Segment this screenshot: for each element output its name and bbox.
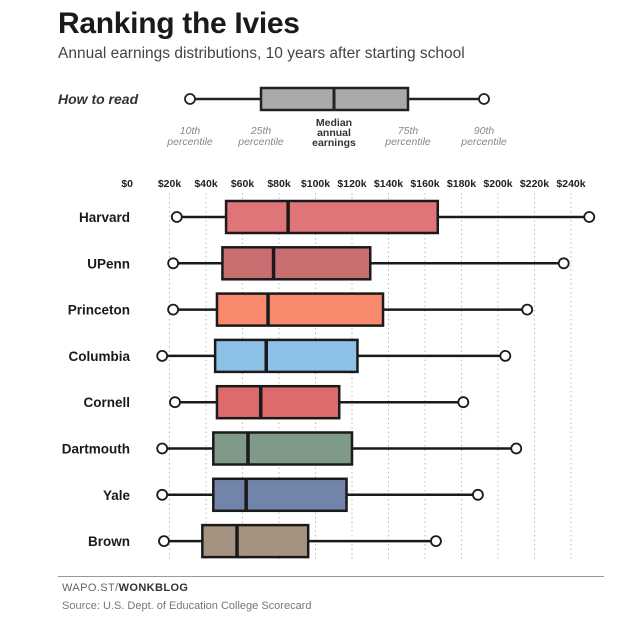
p90-marker: [557, 257, 570, 270]
p90-marker: [430, 535, 442, 547]
x-tick-label: $100k: [301, 178, 330, 190]
legend-p90-label-2: percentile: [460, 136, 507, 148]
p10-marker: [167, 303, 180, 316]
footer-source: Source: U.S. Dept. of Education College …: [62, 600, 312, 612]
p90-marker: [457, 396, 470, 409]
iqr-box: [212, 477, 348, 513]
x-tick-label: $120k: [337, 178, 366, 190]
school-row: Dartmouth: [62, 431, 523, 466]
p10-marker: [156, 349, 169, 362]
x-tick-label: $180k: [447, 178, 476, 190]
credit-bold: WONKBLOG: [118, 582, 189, 594]
chart-title: Ranking the Ivies: [58, 7, 300, 40]
school-row: Columbia: [68, 338, 512, 374]
p10-marker: [167, 257, 180, 270]
x-tick-label: $140k: [374, 178, 403, 190]
school-label: Cornell: [83, 395, 130, 410]
legend-heading: How to read: [58, 91, 139, 107]
legend-median-label-2: annual: [317, 127, 351, 139]
p90-marker: [472, 488, 484, 501]
legend-p10-label: 10th: [180, 125, 201, 137]
school-row: Princeton: [68, 292, 534, 327]
x-axis-ticks: $0 $20k $40k $60k $80k $100k $120k $140k $160k $1…: [121, 178, 585, 190]
x-tick-label: $40k: [194, 178, 218, 190]
x-tick-label: $0: [121, 178, 133, 190]
iqr-box: [221, 246, 372, 281]
credit-prefix: WAPO.ST/: [62, 582, 119, 594]
iqr-box: [215, 292, 385, 327]
x-tick-label: $160k: [410, 178, 439, 190]
p10-marker: [170, 211, 183, 223]
x-tick-label: $60k: [231, 178, 255, 190]
x-tick-label: $200k: [483, 178, 512, 190]
school-label: Harvard: [79, 210, 130, 225]
x-tick-label: $20k: [158, 178, 182, 190]
p90-marker: [510, 442, 523, 455]
p10-marker: [158, 535, 170, 547]
iqr-box: [213, 338, 359, 374]
school-label: Dartmouth: [62, 442, 130, 457]
iqr-box: [212, 431, 354, 466]
iqr-box: [224, 199, 440, 235]
legend-p25-label: 25th: [250, 125, 272, 137]
legend-median-label-3: earnings: [312, 137, 356, 149]
school-label: Columbia: [68, 349, 130, 364]
school-row: Harvard: [79, 199, 596, 235]
x-tick-label: $80k: [267, 178, 291, 190]
x-tick-label: $220k: [520, 178, 549, 190]
school-label: Yale: [103, 488, 131, 503]
p90-marker: [583, 211, 596, 223]
legend-p90-marker: [478, 93, 490, 105]
school-row: UPenn: [87, 246, 570, 281]
iqr-box: [215, 384, 341, 420]
school-label: Princeton: [68, 303, 130, 318]
legend-p75-label: 75th: [398, 125, 419, 137]
p10-marker: [156, 488, 169, 501]
legend-p75-label-2: percentile: [384, 136, 431, 148]
school-row: Brown: [88, 523, 442, 559]
legend-p10-marker: [184, 93, 196, 105]
school-label: Brown: [88, 534, 130, 549]
footer-credit[interactable]: WAPO.ST/WONKBLOG: [62, 582, 188, 594]
legend-median-label: Median: [316, 117, 352, 129]
school-rows: Harvard UPenn Princeton Columbia Cornell Dart…: [62, 199, 596, 559]
legend-p90-label: 90th: [474, 125, 495, 137]
legend-p25-label-2: percentile: [237, 136, 284, 148]
p10-marker: [169, 396, 181, 409]
school-row: Yale: [103, 477, 484, 513]
footer-divider: [58, 576, 604, 577]
how-to-read-legend: How to read 10th percentile 25th percent…: [58, 86, 507, 149]
legend-p10-label-2: percentile: [166, 136, 213, 148]
p90-marker: [521, 303, 534, 316]
p10-marker: [156, 442, 169, 455]
iqr-box: [201, 523, 310, 559]
school-label: UPenn: [87, 256, 130, 271]
p90-marker: [499, 349, 512, 362]
chart-subtitle: Annual earnings distributions, 10 years …: [58, 45, 465, 62]
x-tick-label: $240k: [556, 178, 585, 190]
school-row: Cornell: [83, 384, 470, 420]
